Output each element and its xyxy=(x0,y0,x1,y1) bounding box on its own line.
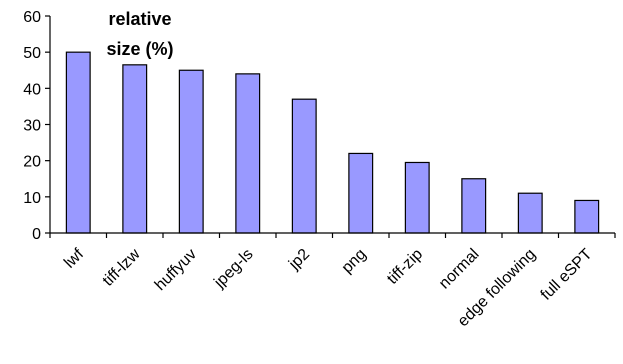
bar-normal xyxy=(461,178,487,234)
x-tick-label: full eSPT xyxy=(538,246,596,304)
bar-jp2 xyxy=(291,98,317,234)
chart-title-line-1: relative xyxy=(108,9,171,29)
bar-edge-following xyxy=(517,192,543,234)
chart-title-line-2: size (%) xyxy=(106,39,173,59)
x-tick-label: png xyxy=(339,246,370,277)
y-tick-label: 20 xyxy=(23,154,41,171)
bars xyxy=(65,51,600,234)
bar-huffyuv xyxy=(178,69,204,234)
x-tick-label: lwf xyxy=(61,245,87,271)
bar-jpeg-ls xyxy=(235,73,261,234)
x-tick-label: huffyuv xyxy=(152,246,200,294)
bar-png xyxy=(348,152,374,234)
x-tick-label: tiff-lzw xyxy=(100,245,144,289)
y-axis: 0 10 20 30 40 50 60 xyxy=(23,9,51,243)
x-tick-label: normal xyxy=(436,246,483,293)
y-tick-label: 30 xyxy=(23,118,41,135)
y-tick-label: 10 xyxy=(23,190,41,207)
x-tick-label: jpeg-ls xyxy=(211,246,257,292)
bar-tiff-lzw xyxy=(122,64,148,234)
bar-lwf xyxy=(65,51,91,234)
y-tick-label: 60 xyxy=(23,9,41,26)
x-tick-label: tiff-zip xyxy=(384,246,426,288)
y-tick-label: 0 xyxy=(32,226,41,243)
bar-tiff-zip xyxy=(404,161,430,234)
x-tick-label: jp2 xyxy=(285,246,313,274)
bar-full-eSPT xyxy=(574,199,600,234)
x-axis: lwf tiff-lzw huffyuv jpeg-ls jp2 png tiff-zip n… xyxy=(49,232,616,330)
y-tick-label: 40 xyxy=(23,81,41,98)
y-tick-label: 50 xyxy=(23,45,41,62)
